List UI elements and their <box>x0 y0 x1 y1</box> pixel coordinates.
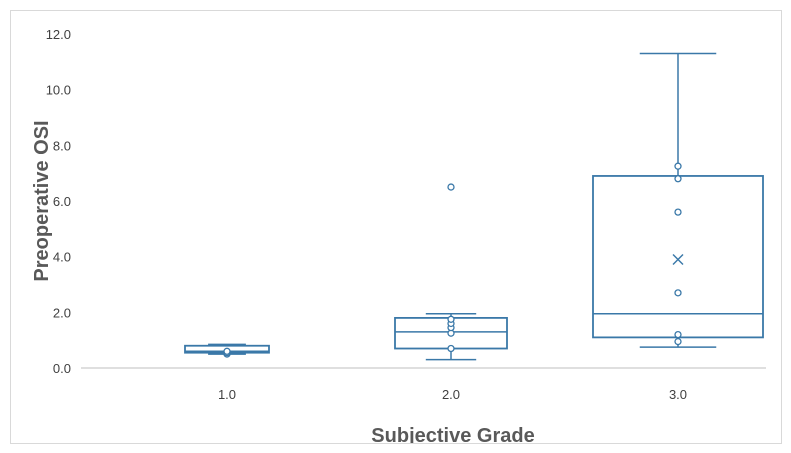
mean-marker <box>672 253 684 265</box>
box-group <box>592 52 764 348</box>
x-tick-label: 1.0 <box>218 387 236 402</box>
x-tick-labels: 1.0 2.0 3.0 <box>218 387 687 402</box>
y-tick-label: 6.0 <box>53 194 71 209</box>
data-point <box>674 162 682 170</box>
y-axis-title: Preoperative OSI <box>31 120 53 281</box>
y-tick-labels: 0.0 2.0 4.0 6.0 8.0 10.0 12.0 <box>46 27 71 376</box>
box-series <box>184 52 764 361</box>
data-point <box>447 315 455 323</box>
box-group <box>394 183 508 361</box>
y-tick-label: 8.0 <box>53 138 71 153</box>
data-point <box>447 344 455 353</box>
data-point <box>447 183 455 191</box>
data-point <box>674 289 682 297</box>
box-group <box>184 343 270 358</box>
box-plot-chart: 0.0 2.0 4.0 6.0 8.0 10.0 12.0 1.0 2.0 3.0 Preope… <box>31 27 766 443</box>
y-tick-label: 10.0 <box>46 83 71 98</box>
data-point <box>674 175 682 183</box>
data-point <box>674 337 682 346</box>
y-tick-label: 0.0 <box>53 361 71 376</box>
y-tick-label: 12.0 <box>46 27 71 42</box>
y-tick-label: 4.0 <box>53 250 71 265</box>
data-point <box>223 347 231 355</box>
data-point <box>674 330 682 339</box>
y-tick-label: 2.0 <box>53 305 71 320</box>
data-point <box>674 208 682 216</box>
chart-frame: 0.0 2.0 4.0 6.0 8.0 10.0 12.0 1.0 2.0 3.0 Preope… <box>10 10 782 444</box>
x-axis-title: Subjective Grade <box>371 425 534 443</box>
x-tick-label: 2.0 <box>442 387 460 402</box>
x-tick-label: 3.0 <box>669 387 687 402</box>
